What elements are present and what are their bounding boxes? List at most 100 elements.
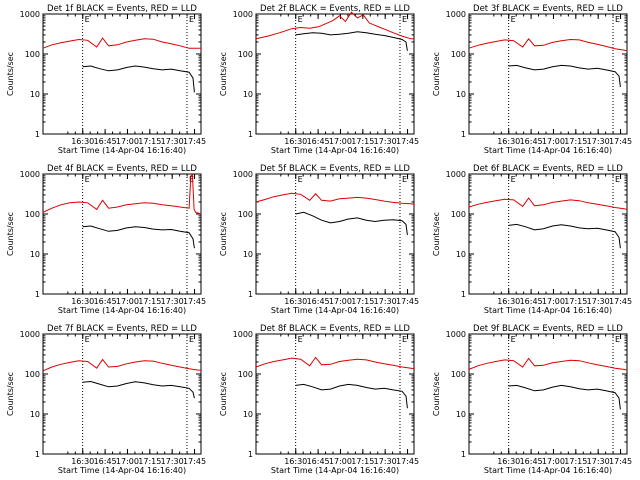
x-tick-label: 17:45 [609, 457, 632, 466]
x-tick-label: 17:15 [351, 137, 374, 146]
event-marker-label: E [402, 335, 407, 344]
series-line-events [82, 65, 195, 93]
x-axis-label: Start Time (14-Apr-04 16:16:40) [484, 306, 612, 315]
chart-panel: Det 7f BLACK = Events, RED = LLD Counts/s… [6, 324, 206, 475]
event-marker-label: E [298, 15, 303, 24]
y-tick-label: 10 [456, 250, 466, 259]
series-line-lld [42, 37, 201, 49]
chart-panel: Det 1f BLACK = Events, RED = LLD Counts/s… [6, 4, 206, 155]
x-tick-label: 17:30 [587, 137, 610, 146]
x-tick-label: 17:15 [351, 457, 374, 466]
x-tick-label: 17:00 [116, 137, 139, 146]
chart-title: Det 6f BLACK = Events, RED = LLD [473, 164, 623, 174]
event-marker-label: E [402, 175, 407, 184]
series-line-lld [468, 357, 628, 371]
x-tick-label: 16:45 [520, 457, 543, 466]
y-tick-label: 100 [451, 50, 466, 59]
y-tick-label: 1000 [446, 10, 466, 19]
x-axis-label: Start Time (14-Apr-04 16:16:40) [484, 146, 612, 155]
y-tick-label: 100 [238, 210, 253, 219]
x-tick-label: 16:45 [307, 297, 330, 306]
x-tick-label: 17:30 [587, 297, 610, 306]
plot-frame [468, 333, 628, 455]
plot-frame [255, 173, 415, 295]
y-axis-label: Counts/sec [432, 212, 441, 256]
series-line-lld [42, 174, 202, 215]
chart-title: Det 4f BLACK = Events, RED = LLD [47, 164, 197, 174]
x-tick-label: 16:30 [497, 297, 520, 306]
x-tick-label: 17:15 [564, 137, 587, 146]
plot-frame [42, 13, 202, 135]
plot-frame [42, 173, 202, 295]
y-tick-label: 1000 [20, 330, 40, 339]
y-tick-label: 10 [456, 410, 466, 419]
series-line-lld [255, 11, 414, 40]
x-axis-label: Start Time (14-Apr-04 16:16:40) [271, 146, 399, 155]
y-axis-label: Counts/sec [432, 52, 441, 96]
y-tick-label: 1000 [446, 170, 466, 179]
x-tick-label: 16:30 [284, 297, 307, 306]
x-tick-label: 17:00 [329, 297, 352, 306]
y-tick-label: 1 [35, 450, 40, 459]
x-tick-label: 17:45 [396, 137, 419, 146]
plot-frame [468, 13, 628, 135]
series-line-events [82, 225, 195, 249]
y-tick-label: 10 [30, 410, 40, 419]
x-tick-label: 16:30 [71, 457, 94, 466]
x-tick-label: 17:30 [587, 457, 610, 466]
event-marker-label: E [511, 15, 516, 24]
event-marker-label: E [189, 335, 194, 344]
y-tick-label: 1000 [233, 330, 253, 339]
plot-frame [255, 13, 415, 135]
event-marker-label: E [298, 175, 303, 184]
x-tick-label: 17:00 [542, 457, 565, 466]
chart-panel: Det 8f BLACK = Events, RED = LLD Counts/s… [219, 324, 419, 475]
x-tick-label: 16:30 [284, 137, 307, 146]
y-tick-label: 1 [248, 130, 253, 139]
plot-frame [468, 173, 628, 295]
y-tick-label: 100 [451, 370, 466, 379]
series-line-events [295, 31, 408, 51]
x-tick-label: 17:00 [542, 297, 565, 306]
chart-panel: Det 4f BLACK = Events, RED = LLD Counts/s… [6, 164, 206, 315]
plot-frame [42, 333, 202, 455]
x-tick-label: 17:45 [396, 297, 419, 306]
x-tick-label: 17:30 [374, 457, 397, 466]
x-tick-label: 16:30 [71, 297, 94, 306]
y-tick-label: 1 [461, 450, 466, 459]
x-tick-label: 16:30 [497, 137, 520, 146]
series-line-lld [255, 192, 415, 205]
y-tick-label: 10 [30, 90, 40, 99]
x-tick-label: 17:15 [138, 137, 161, 146]
x-tick-label: 17:15 [138, 457, 161, 466]
chart-title: Det 1f BLACK = Events, RED = LLD [47, 4, 197, 14]
chart-panel: Det 5f BLACK = Events, RED = LLD Counts/s… [219, 164, 419, 315]
x-tick-label: 16:45 [94, 137, 117, 146]
event-marker-label: E [511, 175, 516, 184]
event-marker-label: E [189, 15, 194, 24]
x-tick-label: 17:30 [374, 137, 397, 146]
y-tick-label: 100 [238, 370, 253, 379]
chart-panel: Det 3f BLACK = Events, RED = LLD Counts/s… [432, 4, 632, 155]
chart-panel: Det 6f BLACK = Events, RED = LLD Counts/s… [432, 164, 632, 315]
y-tick-label: 1 [461, 130, 466, 139]
x-tick-label: 17:15 [564, 457, 587, 466]
y-tick-label: 100 [238, 50, 253, 59]
series-line-events [508, 64, 621, 88]
x-tick-label: 16:45 [94, 297, 117, 306]
chart-title: Det 3f BLACK = Events, RED = LLD [473, 4, 623, 14]
series-line-lld [468, 197, 628, 210]
x-tick-label: 17:00 [116, 297, 139, 306]
x-tick-label: 17:15 [138, 297, 161, 306]
x-tick-label: 17:45 [183, 137, 206, 146]
x-tick-label: 17:00 [329, 137, 352, 146]
x-axis-label: Start Time (14-Apr-04 16:16:40) [271, 466, 399, 475]
x-tick-label: 16:45 [520, 137, 543, 146]
y-tick-label: 10 [30, 250, 40, 259]
series-line-events [82, 380, 195, 399]
series-line-lld [255, 356, 415, 370]
event-marker-label: E [615, 175, 620, 184]
y-tick-label: 10 [243, 410, 253, 419]
y-tick-label: 1000 [233, 10, 253, 19]
event-marker-label: E [615, 15, 620, 24]
